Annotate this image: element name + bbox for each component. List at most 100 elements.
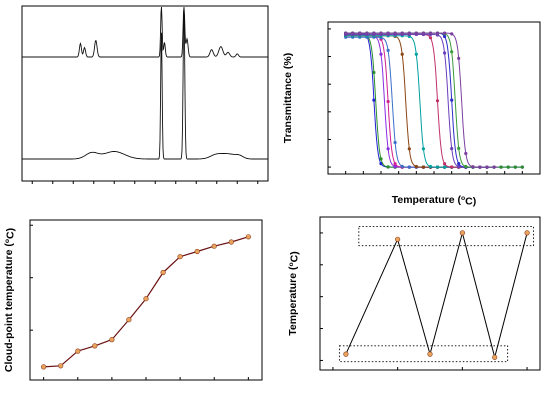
cycle-marker [395, 236, 401, 242]
cloud-point-marker [58, 363, 64, 369]
cloud-point-marker [228, 239, 234, 245]
transmittance-point [443, 165, 447, 169]
transmittance-point [464, 164, 468, 169]
transmittance-point [386, 48, 390, 53]
dotted-box [338, 345, 509, 363]
transmittance-point [344, 31, 348, 35]
transmittance-point [393, 140, 397, 145]
plot-frame [21, 5, 269, 182]
y-axis-title: Transmittance (%) [282, 53, 294, 143]
cloud-point-marker [160, 269, 166, 276]
transmittance-point [457, 164, 461, 169]
cloud-point-marker [109, 337, 115, 343]
transmittance-point [386, 31, 390, 35]
cycle-marker [459, 230, 466, 236]
cycle-marker [427, 351, 433, 357]
panel-d: Temperature (oC) [287, 216, 541, 371]
x-axis-title: Temperature (oC) [392, 194, 477, 208]
transmittance-point [358, 31, 362, 35]
transmittance-point [457, 162, 461, 166]
transmittance-point [450, 32, 454, 36]
transmittance-point [379, 31, 383, 35]
cycle-marker [524, 230, 530, 236]
cycle-marker [343, 351, 349, 357]
dotted-box [358, 226, 534, 247]
transmittance-point [457, 146, 461, 150]
transmittance-point [372, 70, 376, 75]
transmittance-point [428, 31, 433, 35]
cloud-point-marker [211, 243, 217, 249]
transmittance-point [414, 164, 418, 169]
transmittance-point [499, 165, 503, 169]
transmittance-point [443, 162, 447, 166]
panel-b: Temperature (oC) Transmittance (%) [282, 21, 541, 208]
plot-frame [319, 216, 541, 371]
transmittance-point [443, 51, 447, 55]
spectrum-line [22, 9, 268, 160]
transmittance-point [492, 165, 496, 169]
cycle-line [345, 230, 528, 360]
plot-frame [327, 21, 541, 175]
panel-a [21, 5, 269, 184]
transmittance-point [450, 50, 454, 54]
transmittance-point [393, 164, 397, 169]
cloud-point-marker [143, 296, 149, 302]
transmittance-point [435, 165, 440, 169]
cloud-point-marker [126, 317, 132, 323]
transmittance-line [345, 33, 491, 168]
transmittance-point [435, 99, 440, 103]
transmittance-point [386, 147, 390, 151]
transmittance-point [421, 31, 425, 35]
transmittance-line [345, 32, 491, 168]
transmittance-point [386, 99, 390, 104]
transmittance-point [421, 165, 425, 169]
transmittance-point [450, 98, 454, 102]
transmittance-point [414, 31, 418, 35]
transmittance-point [520, 165, 524, 169]
transmittance-point [407, 165, 411, 169]
y-axis-title: Cloud-point temperature (oC) [3, 228, 17, 372]
transmittance-point [400, 52, 404, 56]
transmittance-point [443, 34, 447, 39]
transmittance-point [393, 162, 397, 166]
cloud-point-line [43, 236, 249, 368]
transmittance-point [400, 164, 404, 168]
transmittance-point [450, 147, 454, 151]
transmittance-point [428, 36, 433, 40]
cycle-marker [492, 354, 498, 360]
transmittance-line [345, 35, 477, 168]
cloud-point-marker [75, 348, 81, 354]
transmittance-point [428, 164, 433, 169]
transmittance-point [407, 147, 411, 151]
transmittance-point [464, 151, 468, 156]
transmittance-point [386, 165, 390, 169]
transmittance-point [372, 98, 376, 102]
cloud-point-marker [92, 343, 98, 349]
transmittance-point [450, 165, 454, 169]
transmittance-point [506, 165, 510, 169]
cloud-point-marker [40, 364, 47, 370]
transmittance-point [351, 31, 355, 35]
transmittance-point [400, 31, 404, 35]
transmittance-point [393, 31, 397, 35]
transmittance-point [372, 31, 376, 35]
transmittance-line [345, 32, 498, 168]
transmittance-point [435, 31, 440, 35]
transmittance-point [414, 52, 418, 56]
transmittance-point [379, 162, 383, 166]
cloud-point-marker [194, 248, 200, 255]
transmittance-point [421, 147, 425, 151]
transmittance-point [485, 165, 489, 169]
transmittance-point [379, 157, 383, 161]
transmittance-point [478, 165, 482, 169]
cloud-point-marker [177, 254, 183, 260]
transmittance-point [407, 31, 411, 35]
cloud-point-marker [245, 234, 251, 240]
y-axis-title: Temperature (oC) [287, 251, 301, 336]
transmittance-point [513, 165, 517, 169]
panel-c: Cloud-point temperature (oC) [3, 219, 263, 381]
transmittance-point [457, 56, 461, 61]
transmittance-point [471, 165, 475, 169]
transmittance-point [365, 31, 369, 35]
